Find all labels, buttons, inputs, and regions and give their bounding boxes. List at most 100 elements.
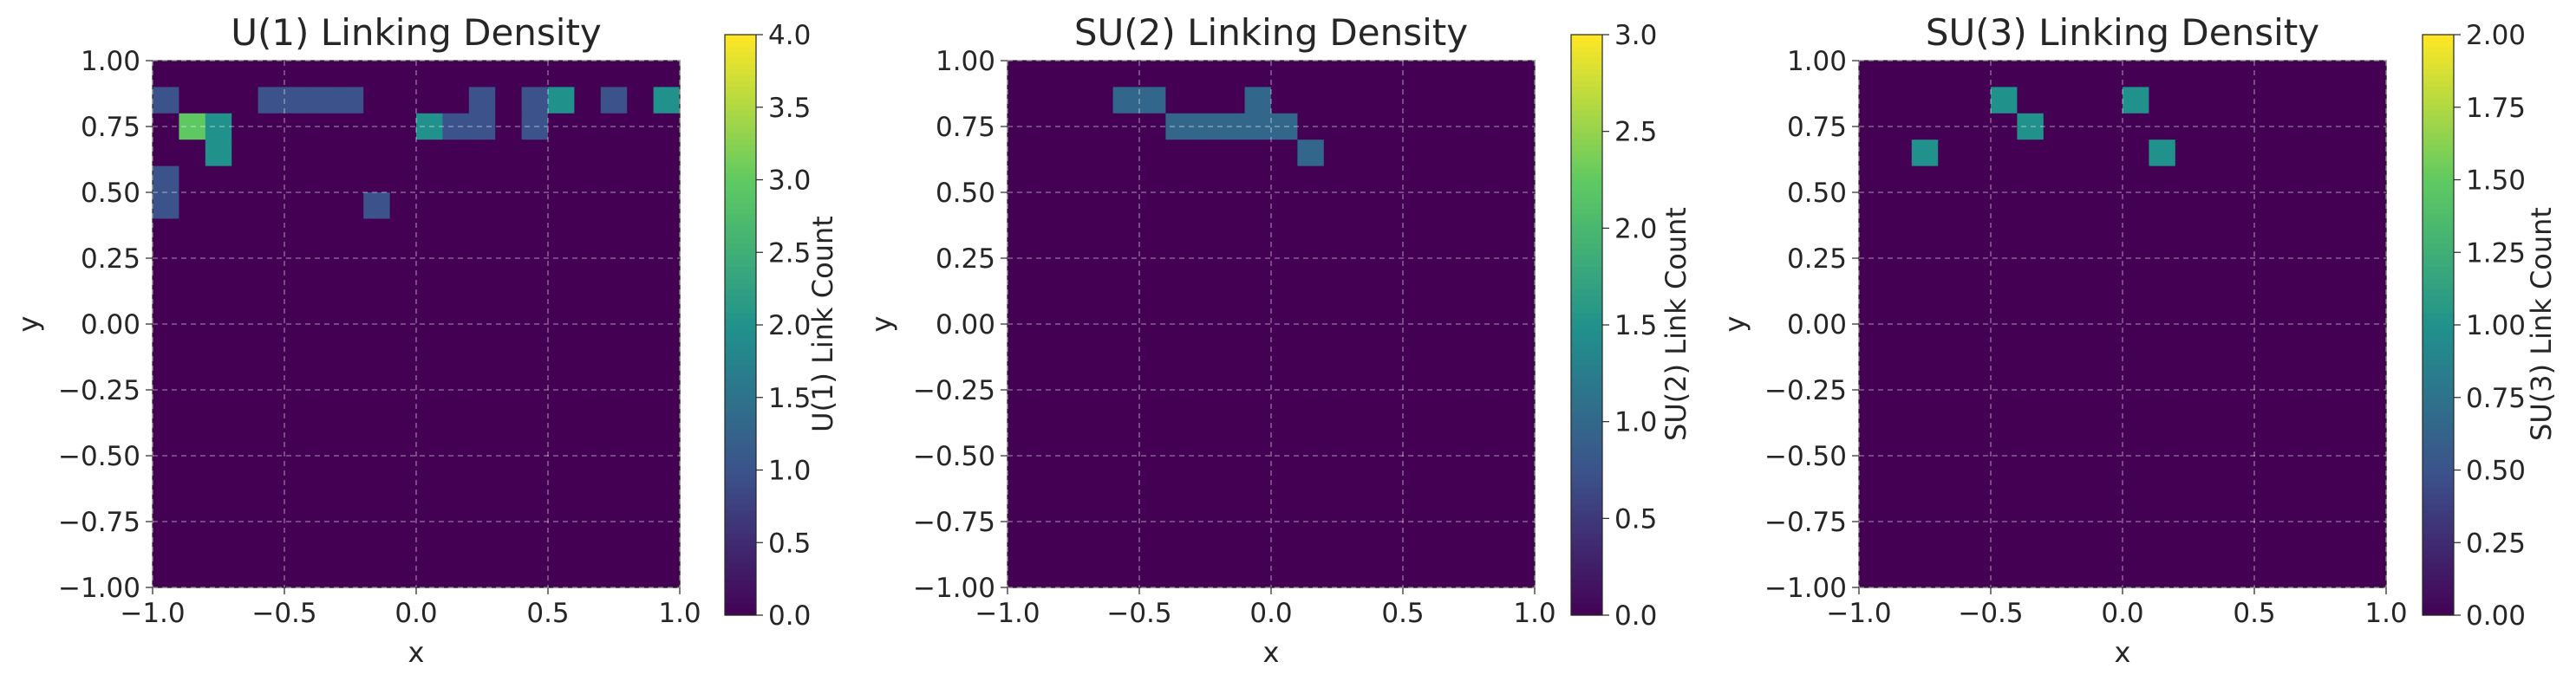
colorbar-segment: [725, 220, 756, 227]
heatmap-cell: [1885, 429, 1913, 457]
colorbar-segment: [1571, 145, 1602, 152]
heatmap-cell: [336, 218, 364, 246]
heatmap-cell: [310, 297, 338, 325]
heatmap-cell: [653, 535, 681, 562]
heatmap-cell: [1376, 429, 1404, 457]
heatmap-cell: [205, 482, 232, 509]
heatmap-cell: [2070, 456, 2097, 483]
heatmap-cell: [495, 192, 523, 219]
y-tick-label: −0.75: [1764, 507, 1847, 538]
heatmap-cell: [521, 376, 549, 404]
heatmap-cell: [1885, 271, 1913, 299]
heatmap-cell: [1350, 456, 1378, 483]
colorbar-segment: [1571, 360, 1602, 366]
heatmap-cell: [363, 376, 391, 404]
colorbar-segment: [2423, 151, 2454, 158]
heatmap-cell: [2280, 139, 2308, 167]
heatmap-cell: [1112, 218, 1140, 246]
colorbar-segment: [1571, 394, 1602, 401]
heatmap-cell: [2306, 218, 2334, 246]
heatmap-cell: [1859, 271, 1886, 299]
heatmap-cell: [389, 535, 417, 562]
heatmap-cell: [2175, 192, 2202, 219]
heatmap-cell: [232, 271, 259, 299]
heatmap-cell: [1508, 297, 1536, 325]
heatmap-cell: [2333, 218, 2361, 246]
heatmap-cell: [2123, 165, 2149, 193]
x-axis-label: x: [1263, 636, 1280, 669]
heatmap-cell: [1376, 376, 1404, 404]
heatmap-cell: [1911, 139, 1939, 167]
heatmap-cell: [1165, 403, 1193, 431]
heatmap-cell: [2175, 561, 2202, 588]
heatmap-cell: [205, 192, 232, 219]
colorbar-segment: [1571, 534, 1602, 541]
heatmap-cell: [2043, 218, 2071, 246]
colorbar-segment: [725, 383, 756, 390]
colorbar-segment: [725, 46, 756, 53]
heatmap-cell: [310, 192, 338, 219]
colorbar-segment: [1571, 151, 1602, 158]
heatmap-cell: [310, 376, 338, 404]
heatmap-cell: [2280, 165, 2308, 193]
heatmap-cell: [1218, 350, 1246, 378]
heatmap-cell: [2096, 456, 2123, 483]
heatmap-cell: [627, 403, 655, 431]
heatmap-cell: [1008, 271, 1034, 299]
heatmap-cell: [1060, 561, 1087, 588]
colorbar-segment: [2423, 504, 2454, 511]
colorbar-segment: [2423, 446, 2454, 453]
heatmap-cell: [2306, 456, 2334, 483]
heatmap-cell: [627, 508, 655, 535]
colorbar-segment: [725, 476, 756, 483]
heatmap-cell: [2070, 508, 2097, 535]
heatmap-cell: [1244, 508, 1272, 535]
heatmap-cell: [1482, 87, 1510, 114]
heatmap-cell: [1859, 403, 1886, 431]
heatmap-cell: [1008, 244, 1034, 272]
colorbar-segment: [725, 592, 756, 599]
colorbar-segment: [1571, 319, 1602, 326]
heatmap-cell: [2017, 244, 2044, 272]
heatmap-cell: [2096, 429, 2123, 457]
heatmap-cell: [2359, 165, 2387, 193]
colorbar-segment: [725, 412, 756, 418]
colorbar-segment: [2423, 272, 2454, 279]
heatmap-cell: [1323, 297, 1351, 325]
colorbar-segment: [2423, 597, 2454, 605]
heatmap-cell: [2201, 271, 2229, 299]
heatmap-cell: [1112, 561, 1140, 588]
heatmap-cell: [1112, 403, 1140, 431]
heatmap-cell: [1191, 271, 1219, 299]
colorbar-segment: [2423, 220, 2454, 227]
heatmap-cell: [310, 244, 338, 272]
heatmap-cell: [600, 456, 628, 483]
heatmap-cell: [416, 376, 443, 404]
y-tick-label: 0.50: [936, 178, 995, 209]
heatmap-cell: [1885, 218, 1913, 246]
colorbar-segment: [2423, 278, 2454, 285]
heatmap-cell: [1911, 271, 1939, 299]
heatmap-cell: [2306, 429, 2334, 457]
heatmap-cell: [363, 403, 391, 431]
heatmap-cell: [653, 482, 681, 509]
colorbar-segment: [725, 156, 756, 163]
colorbar-segment: [725, 209, 756, 216]
heatmap-cell: [1350, 429, 1378, 457]
heatmap-cell: [2149, 297, 2176, 325]
heatmap-cell: [2123, 482, 2149, 509]
heatmap-cell: [284, 324, 311, 351]
colorbar-segment: [2423, 580, 2454, 587]
heatmap-cell: [1911, 324, 1939, 351]
colorbar-segment: [725, 551, 756, 558]
heatmap-cell: [2175, 113, 2202, 140]
heatmap-cell: [2149, 61, 2176, 88]
heatmap-cell: [232, 165, 259, 193]
colorbar-segment: [2423, 255, 2454, 262]
heatmap-cell: [495, 113, 523, 140]
heatmap-cell: [1060, 271, 1087, 299]
colorbar-segment: [2423, 46, 2454, 53]
heatmap-cell: [548, 271, 575, 299]
heatmap-cell: [1376, 113, 1404, 140]
heatmap-cell: [179, 113, 206, 140]
